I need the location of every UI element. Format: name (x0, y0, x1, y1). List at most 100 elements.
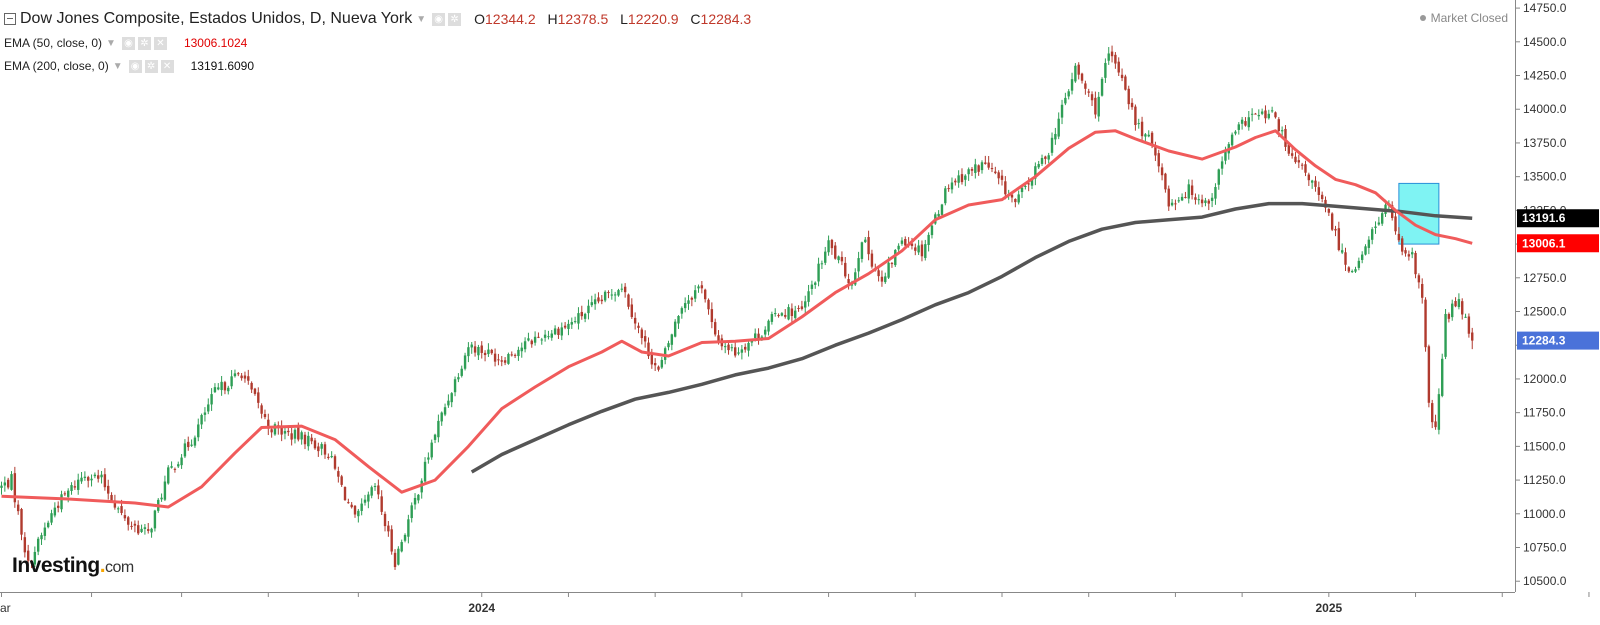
candle-body (1364, 246, 1367, 255)
candle-body (794, 310, 797, 318)
candle-body (1414, 252, 1417, 275)
candle-body (690, 297, 694, 300)
candle-body (140, 528, 143, 532)
candle-body (1220, 161, 1224, 169)
candle-body (884, 276, 887, 283)
candle-body (1411, 252, 1414, 255)
price-badge-label: 13006.1 (1522, 236, 1566, 250)
indicator-label[interactable]: EMA (50, close, 0) (4, 36, 103, 50)
candle-body (894, 250, 897, 266)
candle-body (610, 294, 614, 296)
candle-body (1224, 151, 1227, 161)
candle-body (227, 387, 230, 392)
candle-body (1250, 113, 1254, 115)
close-icon[interactable]: ✕ (160, 59, 174, 73)
gear-icon[interactable]: ✲ (144, 59, 158, 73)
candle-body (407, 519, 410, 537)
symbol-title[interactable]: Dow Jones Composite, Estados Unidos, D, … (20, 10, 413, 27)
candle-body (473, 346, 477, 353)
candle-body (607, 292, 610, 294)
candle-body (527, 338, 530, 341)
candle-body (257, 392, 260, 403)
candle-body (670, 334, 674, 345)
candle-body (423, 461, 427, 482)
candle-body (460, 368, 463, 376)
indicator-label[interactable]: EMA (200, close, 0) (4, 59, 109, 73)
candle-body (163, 481, 167, 500)
candle-body (347, 502, 350, 504)
gear-icon[interactable]: ✲ (137, 36, 151, 50)
eye-icon[interactable]: ◉ (121, 36, 135, 50)
candle-body (613, 294, 617, 296)
candle-body (1164, 173, 1167, 190)
candle-body (1200, 199, 1204, 204)
candle-body (1284, 128, 1287, 147)
candle-body (1030, 178, 1034, 186)
candle-body (1451, 303, 1454, 318)
candle-body (774, 313, 777, 315)
candle-body (487, 349, 490, 355)
candle-body (233, 373, 237, 377)
chevron-down-icon[interactable]: ▼ (416, 13, 427, 25)
candle-body (1127, 88, 1130, 105)
candle-body (1054, 133, 1057, 140)
candle-body (1441, 358, 1444, 396)
candle-body (1097, 96, 1100, 117)
candle-body (820, 263, 824, 265)
candle-body (110, 494, 113, 502)
candle-body (777, 315, 780, 317)
candle-body (187, 441, 190, 448)
candle-body (1184, 196, 1187, 198)
candle-body (1157, 153, 1160, 167)
candle-body (490, 349, 493, 354)
candle-body (40, 535, 43, 540)
candle-body (947, 188, 950, 190)
candle-body (553, 328, 557, 335)
candle-body (293, 429, 297, 439)
chevron-down-icon[interactable]: ▼ (112, 60, 123, 72)
candle-body (87, 477, 90, 481)
candle-body (1234, 131, 1237, 134)
candle-body (270, 429, 273, 433)
candle-body (307, 435, 310, 447)
candle-body (1034, 166, 1037, 179)
indicator-ema50: EMA (50, close, 0) ▼ ◉ ✲ ✕ 13006.1024 (4, 36, 247, 50)
candle-body (1190, 185, 1194, 196)
candle-body (810, 284, 814, 289)
price-axis: 10500.0 10750.0 11000.0 11250.0 11500.0 11750… (1515, 1, 1567, 588)
candle-body (1370, 229, 1374, 240)
time-tick-label: ar (0, 601, 11, 615)
candle-body (190, 444, 193, 446)
eye-icon[interactable]: ◉ (432, 12, 446, 26)
candle-body (360, 503, 363, 511)
close-icon[interactable]: ✕ (153, 36, 167, 50)
candle-body (1170, 202, 1174, 206)
price-tick-label: 11000.0 (1523, 507, 1566, 521)
candle-body (1401, 238, 1404, 252)
candle-body (960, 174, 964, 183)
candle-body (904, 239, 907, 246)
candle-body (30, 561, 33, 564)
indicator-value: 13006.1024 (183, 36, 248, 50)
candle-body (253, 388, 257, 394)
candle-body (93, 474, 97, 477)
candle-body (1461, 301, 1464, 315)
candle-body (1084, 83, 1087, 89)
candle-body (1330, 213, 1334, 230)
candle-body (457, 377, 460, 380)
collapse-icon[interactable] (4, 13, 16, 25)
candle-body (1110, 51, 1114, 57)
candle-body (1047, 155, 1050, 160)
candle-body (1207, 200, 1210, 204)
candle-body (1117, 61, 1120, 73)
gear-icon[interactable]: ✲ (448, 12, 462, 26)
candle-body (1000, 175, 1004, 180)
candle-body (1040, 157, 1044, 164)
candle-body (540, 339, 543, 341)
candle-body (467, 347, 470, 357)
chevron-down-icon[interactable]: ▼ (106, 37, 116, 49)
candle-body (693, 290, 697, 299)
eye-icon[interactable]: ◉ (128, 59, 142, 73)
candle-body (623, 286, 627, 293)
